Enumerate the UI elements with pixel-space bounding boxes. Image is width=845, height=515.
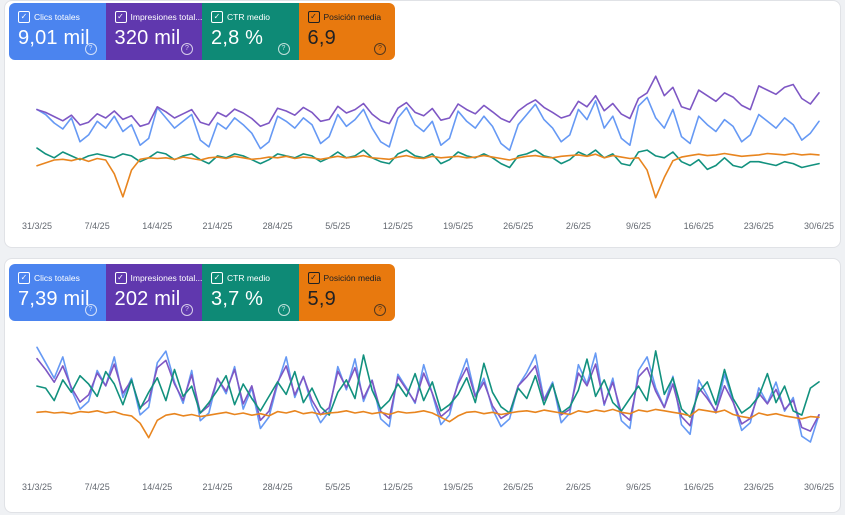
metric-card-clicks[interactable]: ✓ Clics totales 7,39 mil ? <box>9 264 106 321</box>
series-line-ctr-medio- <box>36 147 820 171</box>
series-line-clics-totales <box>36 346 820 443</box>
x-axis-label: 5/5/25 <box>325 221 350 231</box>
x-axis-label: 31/3/25 <box>22 482 52 492</box>
metric-card-value: 7,39 mil <box>18 288 90 310</box>
metric-card-label: Posición media <box>323 12 382 22</box>
x-axis-label: 26/5/25 <box>503 221 533 231</box>
x-axis-label: 23/6/25 <box>744 221 774 231</box>
checkbox-checked-icon[interactable]: ✓ <box>307 11 320 23</box>
metric-card-clicks[interactable]: ✓ Clics totales 9,01 mil ? <box>9 3 106 60</box>
metric-card-label: Clics totales <box>34 273 80 283</box>
x-axis-label: 9/6/25 <box>626 221 651 231</box>
metric-card-value: 3,7 % <box>211 288 264 310</box>
metric-card-value: 6,9 <box>307 27 336 49</box>
x-axis-label: 26/5/25 <box>503 482 533 492</box>
metric-card-label: Clics totales <box>34 12 80 22</box>
x-axis-label: 19/5/25 <box>443 482 473 492</box>
metric-card-value: 202 mil <box>114 288 181 310</box>
x-axis-label: 12/5/25 <box>383 482 413 492</box>
series-line-impresiones-totales <box>36 75 820 128</box>
metric-card-ctr[interactable]: ✓ CTR medio 3,7 % ? <box>202 264 299 321</box>
x-axis-label: 16/6/25 <box>684 221 714 231</box>
metric-card-label: CTR medio <box>227 273 270 283</box>
x-axis-label: 21/4/25 <box>202 221 232 231</box>
help-icon[interactable]: ? <box>181 43 193 55</box>
performance-line-chart-top[interactable]: 31/3/25 7/4/25 14/4/25 21/4/25 28/4/25 5/5/25… <box>5 60 840 240</box>
metric-card-value: 5,9 <box>307 288 336 310</box>
x-axis-label: 16/6/25 <box>684 482 714 492</box>
checkbox-checked-icon[interactable]: ✓ <box>114 272 127 284</box>
metric-card-label: Posición media <box>323 273 382 283</box>
x-axis-label: 12/5/25 <box>383 221 413 231</box>
x-axis-label: 30/6/25 <box>804 482 834 492</box>
x-axis-label: 28/4/25 <box>263 221 293 231</box>
x-axis-label: 21/4/25 <box>202 482 232 492</box>
metric-card-value: 9,01 mil <box>18 27 90 49</box>
performance-panel-top: ✓ Clics totales 9,01 mil ? ✓ Impresiones… <box>4 0 841 248</box>
x-axis-label: 7/4/25 <box>85 482 110 492</box>
metric-card-label: CTR medio <box>227 12 270 22</box>
metric-card-label: Impresiones total... <box>130 273 203 283</box>
help-icon[interactable]: ? <box>84 43 97 55</box>
help-icon[interactable]: ? <box>181 304 193 316</box>
x-axis-label: 31/3/25 <box>22 221 52 231</box>
x-axis-label: 14/4/25 <box>142 482 172 492</box>
x-axis-label: 23/6/25 <box>744 482 774 492</box>
checkbox-checked-icon[interactable]: ✓ <box>18 272 30 284</box>
series-line-posici-n-media <box>36 152 820 199</box>
x-axis-label: 7/4/25 <box>85 221 110 231</box>
checkbox-checked-icon[interactable]: ✓ <box>211 11 223 23</box>
help-icon[interactable]: ? <box>374 304 386 316</box>
help-icon[interactable]: ? <box>84 304 97 316</box>
help-icon[interactable]: ? <box>277 304 290 316</box>
performance-line-chart-bottom[interactable]: 31/3/25 7/4/25 14/4/25 21/4/25 28/4/25 5/5/25… <box>5 321 840 501</box>
x-axis-label: 2/6/25 <box>566 482 591 492</box>
metric-card-impressions[interactable]: ✓ Impresiones total... 202 mil ? <box>105 264 203 321</box>
metric-card-position[interactable]: ✓ Posición media 5,9 ? <box>298 264 395 321</box>
metric-card-position[interactable]: ✓ Posición media 6,9 ? <box>298 3 395 60</box>
metric-cards-row: ✓ Clics totales 9,01 mil ? ✓ Impresiones… <box>5 1 840 60</box>
x-axis-label: 9/6/25 <box>626 482 651 492</box>
metric-card-value: 320 mil <box>114 27 181 49</box>
x-axis-label: 5/5/25 <box>325 482 350 492</box>
series-line-impresiones-totales <box>36 357 820 432</box>
help-icon[interactable]: ? <box>374 43 386 55</box>
checkbox-checked-icon[interactable]: ✓ <box>211 272 223 284</box>
x-axis-label: 14/4/25 <box>142 221 172 231</box>
checkbox-checked-icon[interactable]: ✓ <box>114 11 127 23</box>
x-axis-label: 2/6/25 <box>566 221 591 231</box>
performance-panel-bottom: ✓ Clics totales 7,39 mil ? ✓ Impresiones… <box>4 258 841 513</box>
x-axis-label: 28/4/25 <box>263 482 293 492</box>
x-axis-label: 30/6/25 <box>804 221 834 231</box>
metric-card-value: 2,8 % <box>211 27 264 49</box>
series-line-posici-n-media <box>36 408 820 439</box>
series-line-clics-totales <box>36 96 820 152</box>
metric-card-ctr[interactable]: ✓ CTR medio 2,8 % ? <box>202 3 299 60</box>
help-icon[interactable]: ? <box>277 43 290 55</box>
checkbox-checked-icon[interactable]: ✓ <box>18 11 30 23</box>
metric-card-impressions[interactable]: ✓ Impresiones total... 320 mil ? <box>105 3 203 60</box>
x-axis-label: 19/5/25 <box>443 221 473 231</box>
checkbox-checked-icon[interactable]: ✓ <box>307 272 320 284</box>
metric-card-label: Impresiones total... <box>130 12 203 22</box>
metric-cards-row: ✓ Clics totales 7,39 mil ? ✓ Impresiones… <box>5 259 840 321</box>
